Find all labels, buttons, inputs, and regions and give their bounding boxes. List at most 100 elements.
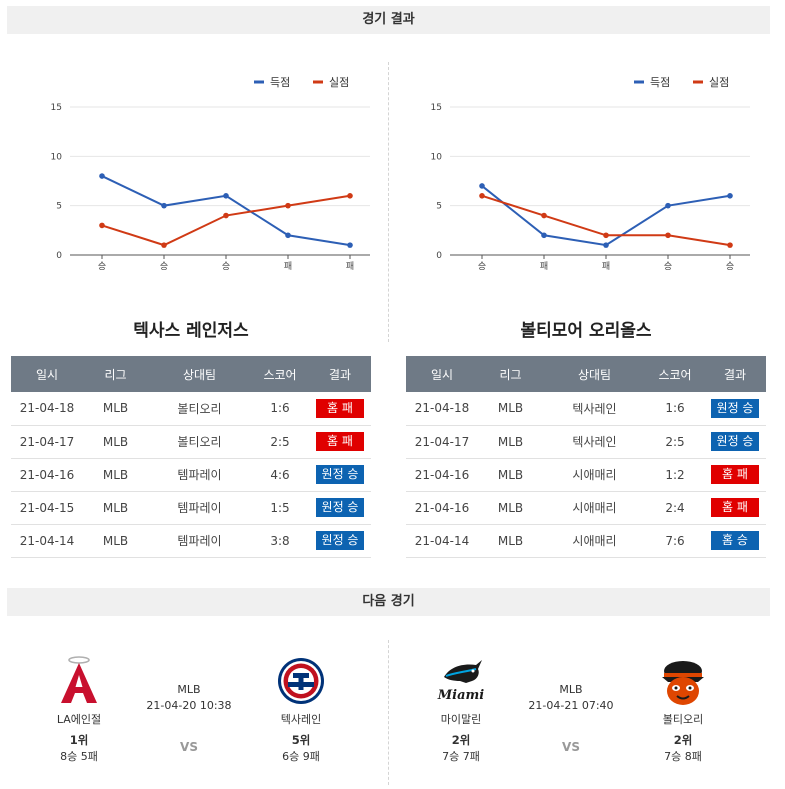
conceded-point [223, 212, 229, 219]
result-badge: 원정 승 [316, 465, 364, 484]
team-block-away: 볼티오리 2위 7승 8패 [638, 655, 728, 764]
legend-scored-label: 득점 [650, 76, 670, 89]
cell-score: 1:6 [251, 392, 309, 426]
cell-opponent: 템파레이 [148, 524, 251, 558]
header-result: 결과 [309, 356, 371, 392]
table-row: 21-04-14 MLB 템파레이 3:8 원정 승 [11, 524, 371, 558]
team-name: 텍사레인 [280, 713, 322, 726]
cell-score: 2:4 [646, 491, 704, 525]
conceded-point [727, 242, 733, 248]
table-row: 21-04-16 MLB 템파레이 4:6 원정 승 [11, 458, 371, 492]
scored-point [727, 193, 733, 199]
scored-point [347, 242, 353, 248]
results-section-header: 경기 결과 [7, 6, 770, 34]
header-league: 리그 [478, 356, 543, 392]
x-tick-label: 승 [222, 261, 230, 272]
cell-result: 홈 패 [704, 458, 766, 492]
legend-conceded-label: 실점 [329, 76, 349, 89]
y-tick-label: 0 [436, 251, 442, 261]
cell-league: MLB [478, 524, 543, 558]
cell-league: MLB [83, 458, 148, 492]
cell-score: 2:5 [251, 425, 309, 459]
cell-league: MLB [478, 491, 543, 525]
result-badge: 원정 승 [711, 432, 759, 451]
x-tick-label: 패 [346, 261, 354, 272]
cell-opponent: 시애매리 [543, 524, 646, 558]
conceded-point [603, 232, 609, 239]
baltimore-score-chart: 0 5 10 15 승 패 패 승 승 득점 실점 [425, 60, 755, 280]
cell-result: 원정 승 [704, 392, 766, 426]
vertical-divider [388, 640, 389, 785]
cell-opponent: 텍사레인 [543, 392, 646, 426]
cell-score: 7:6 [646, 524, 704, 558]
scored-point [99, 173, 105, 179]
chart-svg-right: 0 5 10 15 승 패 패 승 승 득점 실점 [431, 76, 750, 272]
orioles-logo-icon [662, 661, 704, 705]
team-block-home: Miami 마이말린 2위 7승 7패 [416, 655, 506, 764]
cell-result: 홈 패 [309, 392, 371, 426]
team-record: 8승 5패 [60, 750, 98, 763]
x-tick-label: 승 [664, 261, 672, 272]
cell-result: 원정 승 [309, 524, 371, 558]
cell-league: MLB [83, 524, 148, 558]
cell-opponent: 템파레이 [148, 491, 251, 525]
result-badge: 원정 승 [316, 498, 364, 517]
cell-opponent: 볼티오리 [148, 425, 251, 459]
texas-score-chart: 0 5 10 15 승 승 승 패 패 득점 실점 [45, 60, 375, 280]
game-league: MLB [177, 683, 201, 696]
next-game-card: Miami 마이말린 2위 7승 7패 MLB 21-04-21 07:40 V… [392, 655, 772, 785]
scored-point [479, 183, 485, 189]
conceded-point [285, 202, 291, 209]
conceded-point [479, 193, 485, 199]
x-tick-label: 승 [98, 261, 106, 272]
cell-date: 21-04-14 [11, 524, 83, 558]
cell-date: 21-04-17 [11, 425, 83, 459]
chart-legend: 득점 실점 [254, 76, 349, 89]
result-badge: 홈 패 [316, 432, 364, 451]
result-badge: 홈 승 [711, 531, 759, 550]
cell-date: 21-04-16 [11, 458, 83, 492]
cell-date: 21-04-15 [11, 491, 83, 525]
cell-date: 21-04-16 [406, 458, 478, 492]
cell-result: 홈 승 [704, 524, 766, 558]
game-datetime: 21-04-21 07:40 [528, 699, 614, 712]
team-title-texas: 텍사스 레인저스 [133, 321, 249, 341]
cell-date: 21-04-17 [406, 425, 478, 459]
cell-result: 원정 승 [309, 458, 371, 492]
cell-date: 21-04-16 [406, 491, 478, 525]
chart-legend: 득점 실점 [634, 76, 729, 89]
conceded-point [161, 242, 167, 248]
cell-score: 4:6 [251, 458, 309, 492]
team-record: 7승 7패 [442, 750, 480, 763]
cell-opponent: 텍사레인 [543, 425, 646, 459]
y-tick-label: 0 [56, 251, 62, 261]
x-tick-label: 승 [478, 261, 486, 272]
scored-point [541, 232, 547, 239]
team-rank: 1위 [69, 733, 89, 747]
x-tick-label: 패 [540, 261, 548, 272]
cell-league: MLB [83, 491, 148, 525]
conceded-series-line [101, 194, 351, 247]
team-block-away: 텍사레인 5위 6승 9패 [256, 655, 346, 764]
conceded-point [541, 212, 547, 219]
cell-date: 21-04-14 [406, 524, 478, 558]
result-badge: 원정 승 [711, 398, 759, 418]
team-name: 마이말린 [440, 713, 482, 726]
cell-opponent: 시애매리 [543, 458, 646, 492]
table-row: 21-04-18 MLB 텍사레인 1:6 원정 승 [406, 392, 766, 426]
conceded-point [99, 222, 105, 229]
team-record: 7승 8패 [664, 750, 702, 763]
cell-score: 2:5 [646, 425, 704, 459]
cell-opponent: 볼티오리 [148, 392, 251, 426]
y-tick-label: 10 [51, 152, 63, 162]
scored-point [603, 242, 609, 248]
cell-score: 1:2 [646, 458, 704, 492]
cell-score: 1:6 [646, 392, 704, 426]
game-datetime: 21-04-20 10:38 [146, 699, 232, 712]
svg-text:Miami: Miami [437, 688, 485, 703]
cell-result: 원정 승 [309, 491, 371, 525]
angels-logo-icon [61, 656, 97, 703]
cell-result: 홈 패 [309, 425, 371, 459]
header-opponent: 상대팀 [543, 356, 646, 392]
